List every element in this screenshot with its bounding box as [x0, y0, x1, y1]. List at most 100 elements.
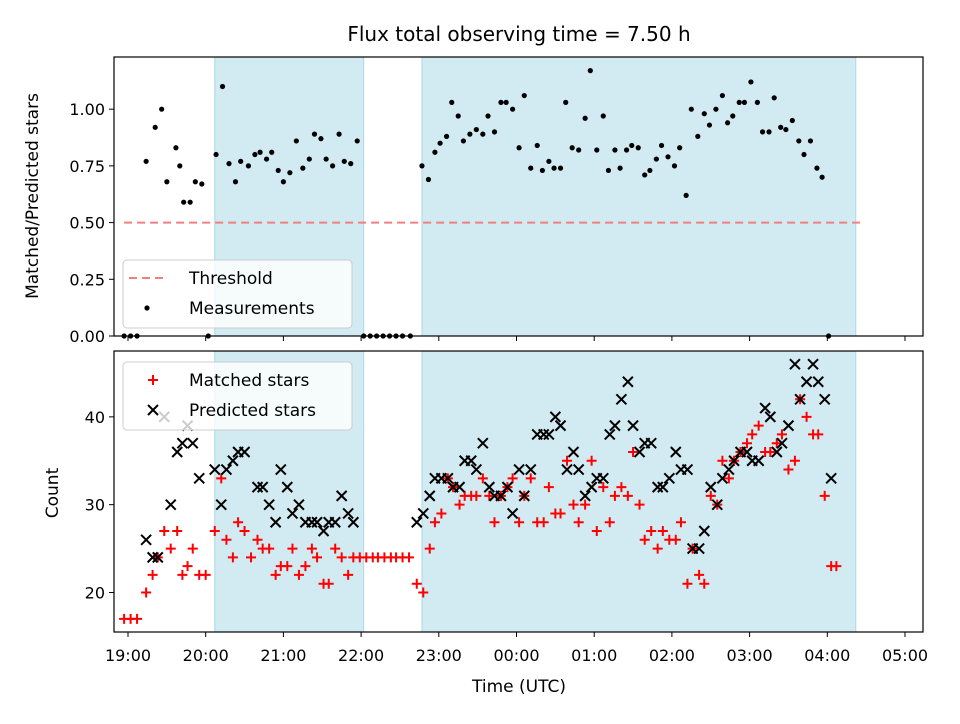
measurement-point — [642, 172, 648, 178]
matched-star-point — [246, 552, 257, 563]
predicted-star-point — [453, 481, 466, 493]
matched-star-point — [776, 429, 787, 440]
matched-star-point — [141, 587, 152, 598]
measurement-point — [348, 161, 354, 167]
measurement-point — [730, 113, 736, 119]
measurement-point — [181, 199, 187, 205]
measurement-point — [407, 333, 413, 339]
legend-threshold-label: Threshold — [188, 269, 273, 289]
matched-star-point — [586, 455, 597, 466]
predicted-star-point — [776, 437, 788, 449]
measurement-point — [653, 156, 659, 162]
matched-star-point — [831, 561, 842, 572]
matched-star-point — [159, 526, 170, 537]
matched-star-point — [591, 526, 602, 537]
matched-star-point — [598, 482, 609, 493]
measurement-point — [449, 99, 455, 105]
legend-predicted-label: Predicted stars — [189, 401, 316, 421]
measurement-point — [807, 138, 814, 144]
matched-star-point — [270, 569, 281, 580]
measurement-point — [825, 333, 832, 339]
measurement-point — [677, 145, 683, 151]
measurement-point — [443, 133, 450, 139]
measurement-point — [393, 333, 399, 339]
predicted-star-point — [227, 455, 239, 467]
measurement-point — [263, 156, 270, 162]
predicted-star-point — [572, 463, 585, 476]
predicted-star-point — [152, 551, 164, 564]
predicted-star-point — [741, 446, 753, 458]
measurement-point — [724, 120, 731, 126]
measurement-point — [629, 142, 635, 149]
legend-bottom: Matched stars Predicted stars — [122, 361, 353, 431]
predicted-star-point — [537, 428, 550, 441]
matched-star-point — [717, 455, 728, 466]
legend-matched-label: Matched stars — [189, 371, 309, 391]
predicted-star-point — [238, 446, 251, 458]
predicted-star-point — [146, 551, 159, 564]
predicted-star-point — [825, 472, 837, 485]
y-axis-label-top: Matched/Predicted stars — [23, 93, 43, 299]
predicted-star-point — [782, 419, 795, 432]
observing-window-bottom-2 — [421, 350, 857, 633]
matched-star-point — [454, 499, 465, 510]
matched-star-point — [694, 569, 705, 580]
measurement-point — [683, 192, 689, 198]
predicted-star-point — [513, 463, 525, 476]
matched-star-point — [634, 499, 645, 510]
measurement-point — [173, 145, 179, 151]
measurement-point — [323, 156, 329, 162]
predicted-star-point — [609, 419, 621, 432]
matched-star-point — [436, 508, 447, 519]
predicted-star-point — [794, 393, 806, 406]
predicted-star-point — [342, 507, 354, 520]
matched-star-point — [742, 438, 753, 449]
matched-star-point — [652, 543, 663, 554]
matched-star-point — [771, 438, 782, 449]
measurement-point — [152, 124, 158, 130]
matched-star-point — [177, 569, 188, 580]
measurement-point — [437, 140, 443, 146]
matched-star-point — [628, 446, 639, 457]
predicted-star-point — [698, 525, 710, 537]
predicted-star-point — [693, 542, 705, 555]
legend-top: Threshold Measurements — [122, 259, 353, 329]
predicted-star-point — [306, 516, 318, 528]
matched-star-point — [411, 578, 422, 589]
y-tick-label-top: 0.75 — [69, 157, 105, 176]
legend-bottom-box — [122, 361, 353, 431]
matched-star-point — [227, 552, 238, 563]
predicted-star-point — [140, 534, 152, 546]
measurement-point — [341, 158, 347, 164]
y-axis-label-bottom: Count — [43, 467, 63, 518]
predicted-star-point — [789, 358, 801, 370]
measurement-point — [814, 165, 820, 171]
measurement-point — [491, 129, 498, 135]
matched-star-point — [187, 543, 198, 554]
x-tick-label: 20:00 — [183, 646, 229, 665]
measurement-point — [143, 158, 149, 164]
measurement-point — [473, 126, 479, 133]
matched-star-point — [555, 508, 566, 519]
predicted-star-point — [165, 498, 177, 511]
data-marks — [119, 68, 863, 624]
measurement-point — [177, 163, 183, 169]
matched-star-point — [657, 526, 668, 537]
measurement-point — [199, 181, 205, 187]
predicted-star-point — [176, 437, 189, 449]
predicted-star-point — [561, 463, 573, 476]
matched-star-point — [705, 490, 716, 501]
measurement-point — [754, 99, 760, 105]
measurement-point — [796, 138, 802, 144]
measurement-point — [226, 161, 232, 167]
measurement-point — [399, 333, 406, 339]
predicted-star-point — [759, 402, 771, 414]
predicted-star-point — [604, 428, 616, 441]
predicted-star-point — [501, 481, 514, 493]
predicted-star-point — [812, 376, 824, 388]
measurement-point — [647, 167, 653, 174]
measurement-point — [605, 167, 612, 174]
legend-top-box — [122, 259, 353, 329]
observing-window-top-2 — [421, 56, 857, 337]
predicted-star-point — [347, 516, 360, 528]
